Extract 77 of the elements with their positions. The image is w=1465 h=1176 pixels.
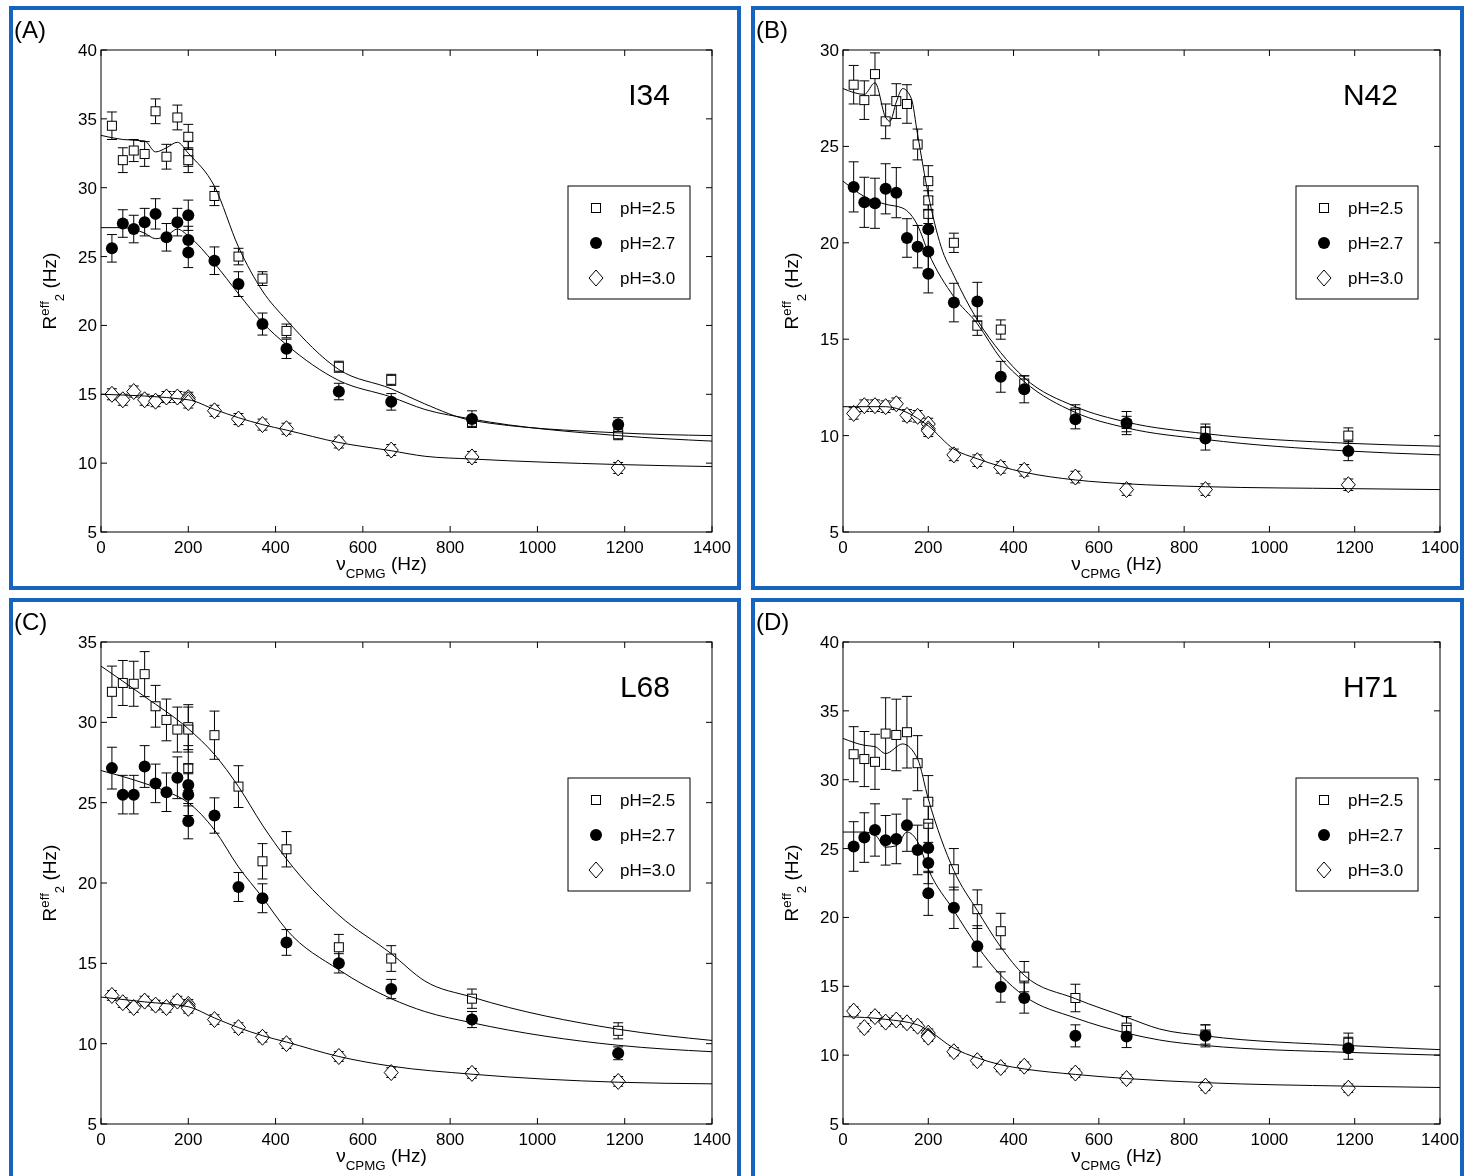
legend-label: pH=3.0	[620, 269, 676, 288]
x-tick-label: 1400	[693, 538, 731, 557]
legend-label: pH=2.5	[620, 199, 676, 218]
y-tick-label: 15	[78, 954, 97, 974]
y-tick-label: 20	[78, 316, 97, 336]
legend-label: pH=2.5	[620, 791, 676, 810]
x-tick-label: 800	[1169, 1130, 1199, 1149]
x-tick-label: 1000	[518, 1130, 557, 1149]
legend-label: pH=3.0	[1348, 269, 1404, 288]
y-tick-label: 40	[78, 41, 97, 60]
y-tick-label: 30	[78, 178, 97, 198]
x-tick-label: 1400	[1421, 1130, 1459, 1149]
y-tick-label: 30	[820, 41, 839, 60]
x-tick-label: 1000	[1250, 1130, 1289, 1149]
x-tick-label: 0	[96, 538, 106, 557]
x-tick-label: 1200	[605, 538, 644, 557]
y-tick-label: 30	[78, 713, 97, 733]
y-tick-label: 40	[820, 633, 839, 652]
x-tick-label: 400	[999, 538, 1028, 557]
legend-label: pH=2.7	[1348, 234, 1404, 253]
x-tick-label: 1000	[1250, 538, 1289, 557]
x-tick-label: 0	[838, 538, 848, 557]
legend-label: pH=3.0	[1348, 861, 1404, 880]
chart-title: (A)	[14, 16, 46, 43]
y-tick-label: 10	[78, 1034, 97, 1054]
annotation: N42	[1342, 78, 1398, 111]
x-tick-label: 200	[174, 538, 203, 557]
y-tick-label: 20	[78, 874, 97, 893]
x-tick-label: 400	[261, 538, 290, 557]
annotation: L68	[619, 670, 670, 703]
x-tick-label: 1400	[1421, 538, 1459, 557]
legend-label: pH=2.7	[620, 234, 676, 253]
annotation: H71	[1342, 670, 1398, 703]
chart-title: (C)	[14, 608, 48, 635]
annotation: I34	[628, 78, 670, 111]
x-tick-label: 200	[174, 1130, 203, 1149]
y-tick-label: 30	[820, 770, 839, 790]
x-tick-label: 400	[999, 1130, 1028, 1149]
y-tick-label: 10	[820, 1046, 839, 1066]
y-tick-label: 10	[820, 426, 839, 446]
y-tick-label: 15	[820, 330, 839, 350]
x-tick-label: 200	[914, 538, 943, 557]
legend-label: pH=2.7	[1348, 826, 1404, 845]
chart-title: (B)	[756, 16, 788, 43]
y-tick-label: 35	[78, 633, 97, 652]
legend-label: pH=2.5	[1348, 199, 1404, 218]
y-tick-label: 20	[820, 233, 839, 253]
x-tick-label: 1200	[605, 1130, 644, 1149]
y-tick-label: 25	[820, 839, 839, 859]
x-tick-label: 0	[96, 1130, 106, 1149]
x-tick-label: 0	[838, 1130, 848, 1149]
chart-title: (D)	[756, 608, 790, 635]
y-tick-label: 20	[820, 908, 839, 928]
y-tick-label: 25	[820, 137, 839, 157]
y-tick-label: 5	[829, 1115, 839, 1134]
y-tick-label: 5	[829, 523, 839, 542]
y-tick-label: 5	[87, 1115, 97, 1134]
legend-label: pH=2.7	[620, 826, 676, 845]
legend-label: pH=3.0	[620, 861, 676, 880]
y-tick-label: 15	[820, 977, 839, 997]
x-tick-label: 1200	[1335, 1130, 1374, 1149]
y-tick-label: 15	[78, 385, 97, 405]
y-tick-label: 25	[78, 793, 97, 813]
x-tick-label: 400	[261, 1130, 290, 1149]
x-tick-label: 800	[1169, 538, 1199, 557]
x-tick-label: 800	[435, 1130, 465, 1149]
y-tick-label: 10	[78, 454, 97, 474]
legend-label: pH=2.5	[1348, 791, 1404, 810]
x-tick-label: 800	[435, 538, 465, 557]
y-tick-label: 35	[78, 109, 97, 129]
x-tick-label: 1000	[518, 538, 557, 557]
x-tick-label: 200	[914, 1130, 943, 1149]
x-tick-label: 1200	[1335, 538, 1374, 557]
x-tick-label: 1400	[693, 1130, 731, 1149]
y-tick-label: 35	[820, 701, 839, 721]
y-tick-label: 25	[78, 247, 97, 267]
y-tick-label: 5	[87, 523, 97, 542]
